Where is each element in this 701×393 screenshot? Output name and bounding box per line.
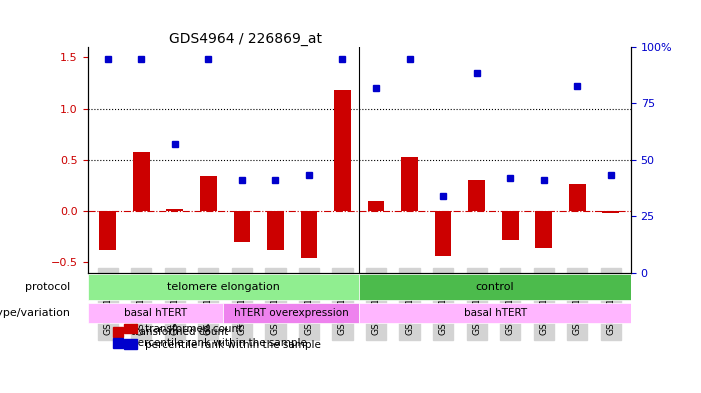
Bar	[401, 157, 418, 211]
Bar	[334, 90, 351, 211]
Bar	[267, 211, 284, 250]
Legend: transformed count, percentile rank within the sample: transformed count, percentile rank withi…	[120, 320, 325, 354]
Bar	[100, 211, 116, 250]
Text: percentile rank within the sample: percentile rank within the sample	[131, 338, 307, 348]
Text: GDS4964 / 226869_at: GDS4964 / 226869_at	[169, 32, 322, 46]
FancyBboxPatch shape	[359, 303, 631, 323]
FancyBboxPatch shape	[224, 303, 359, 323]
FancyBboxPatch shape	[88, 274, 359, 300]
FancyBboxPatch shape	[88, 303, 224, 323]
Bar	[133, 152, 150, 211]
Text: telomere elongation: telomere elongation	[167, 282, 280, 292]
Bar	[233, 211, 250, 242]
Text: genotype/variation: genotype/variation	[0, 308, 71, 318]
Bar	[435, 211, 451, 256]
Text: transformed count: transformed count	[131, 327, 229, 337]
Bar	[367, 201, 384, 211]
Text: protocol: protocol	[25, 282, 71, 292]
Bar	[536, 211, 552, 248]
Bar	[569, 184, 585, 211]
Text: basal hTERT: basal hTERT	[463, 308, 526, 318]
Bar	[200, 176, 217, 211]
Text: hTERT overexpression: hTERT overexpression	[234, 308, 348, 318]
Bar	[602, 211, 619, 213]
Bar	[301, 211, 318, 258]
Text: control: control	[476, 282, 515, 292]
FancyBboxPatch shape	[359, 274, 631, 300]
Text: basal hTERT: basal hTERT	[124, 308, 187, 318]
Bar	[502, 211, 519, 240]
Bar	[468, 180, 485, 211]
Bar	[166, 209, 183, 211]
